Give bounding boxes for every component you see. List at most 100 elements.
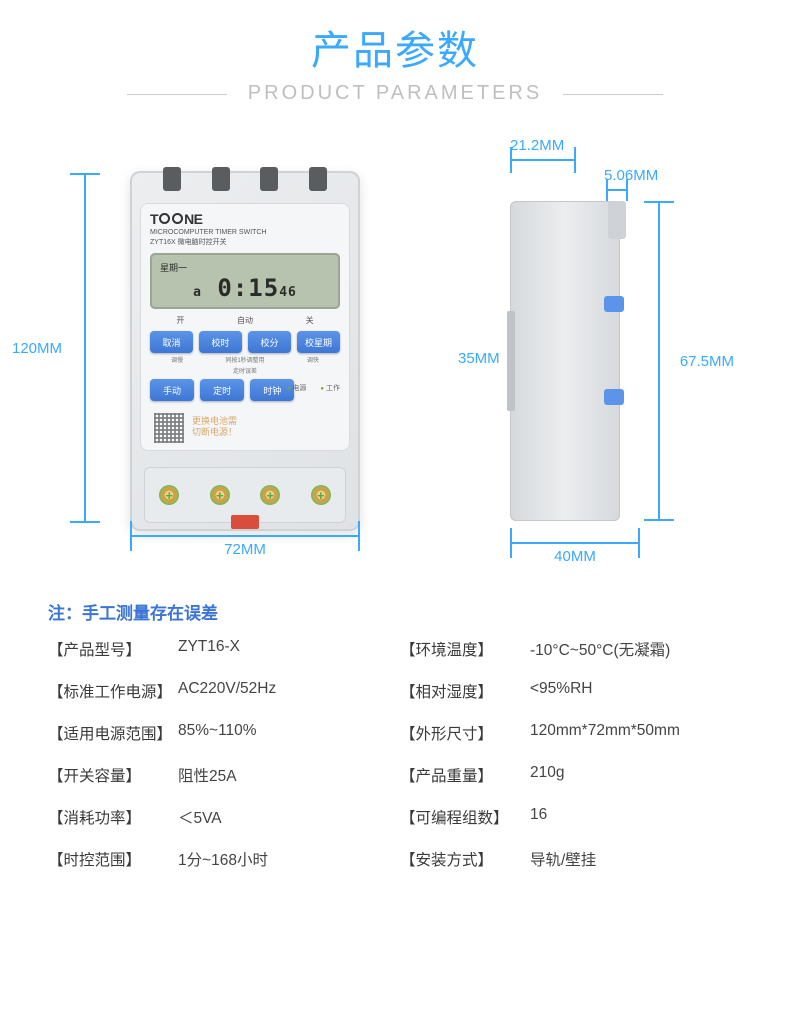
sub-brand-cn: ZYT16X 微电脑时控开关 xyxy=(150,239,227,247)
spec-value: 阻性25A xyxy=(178,764,237,786)
screw-icon xyxy=(159,485,179,505)
warning-text: 更换电池需 切断电源！ xyxy=(192,416,237,439)
spec-label: 适用电源范围 xyxy=(48,722,178,744)
qr-code xyxy=(154,413,184,443)
spec-value: 1分~168小时 xyxy=(178,848,268,870)
spec-label: 外形尺寸 xyxy=(400,722,530,744)
btn-cancel: 取消 xyxy=(150,331,193,353)
spec-row: 标准工作电源AC220V/52Hz xyxy=(48,680,390,702)
spec-row: 安装方式导轨/壁挂 xyxy=(400,848,742,870)
spec-label: 产品型号 xyxy=(48,638,178,660)
spec-row: 产品重量210g xyxy=(400,764,742,786)
side-view: 21.2MM 5.06MM 35MM 67.5MM 40MM xyxy=(410,123,740,583)
button-row-1: 取消 校时 校分 校星期 xyxy=(150,331,340,353)
side-button xyxy=(604,296,624,312)
dim-width-front: 72MM xyxy=(130,535,360,565)
spec-value: ZYT16-X xyxy=(178,638,240,660)
button-row-2: 手动 定时 时钟 xyxy=(150,379,294,401)
dim-top1: 21.2MM xyxy=(510,137,620,154)
measurement-note: 注：手工测量存在误差 xyxy=(48,599,742,624)
side-rail-clip xyxy=(507,311,515,411)
led-power: 电源 xyxy=(287,383,307,393)
btn-timer: 定时 xyxy=(200,379,244,401)
dim-height-side-label: 67.5MM xyxy=(680,353,734,370)
release-tab xyxy=(231,515,259,529)
lcd-time: a 0:1546 xyxy=(193,274,297,302)
mode-auto: 自动 xyxy=(237,315,253,326)
sub-brand-en: MICROCOMPUTER TIMER SWITCH xyxy=(150,229,267,237)
spec-row: 可编程组数16 xyxy=(400,806,742,828)
dim-height-side: 67.5MM xyxy=(680,201,734,521)
screw-icon xyxy=(311,485,331,505)
device-front: TNE MICROCOMPUTER TIMER SWITCH ZYT16X 微电… xyxy=(130,171,360,531)
dim-top1-label: 21.2MM xyxy=(510,137,564,154)
spec-row: 适用电源范围85%~110% xyxy=(48,722,390,744)
spec-value: 85%~110% xyxy=(178,722,257,744)
dim-width-side: 40MM xyxy=(510,542,640,565)
side-button xyxy=(604,389,624,405)
spec-value: ＜5VA xyxy=(178,806,222,828)
btn-week: 校星期 xyxy=(297,331,340,353)
spec-grid: 产品型号ZYT16-X 环境温度-10°C~50°C(无凝霜) 标准工作电源AC22… xyxy=(48,638,742,870)
deco-line-left xyxy=(127,94,227,95)
title-cn: 产品参数 xyxy=(0,18,790,76)
warn1: 更换电池需 xyxy=(192,416,237,428)
led-work: 工作 xyxy=(320,383,340,393)
brand-logo: TNE xyxy=(150,211,340,227)
dim-side-mid: 35MM xyxy=(458,283,500,433)
spec-row: 环境温度-10°C~50°C(无凝霜) xyxy=(400,638,742,660)
specs-section: 注：手工测量存在误差 产品型号ZYT16-X 环境温度-10°C~50°C(无凝霜… xyxy=(0,593,790,900)
lcd-time-main: 0:15 xyxy=(217,274,279,302)
hint2: 走时误差 xyxy=(233,366,257,375)
btn-min: 校分 xyxy=(248,331,291,353)
spec-label: 消耗功率 xyxy=(48,806,178,828)
terminals-top xyxy=(148,167,342,191)
spec-row: 外形尺寸120mm*72mm*50mm xyxy=(400,722,742,744)
spec-label: 标准工作电源 xyxy=(48,680,178,702)
spec-label: 安装方式 xyxy=(400,848,530,870)
dim-height-front: 120MM xyxy=(58,173,62,523)
lcd-sec: 46 xyxy=(279,285,297,300)
device-face: TNE MICROCOMPUTER TIMER SWITCH ZYT16X 微电… xyxy=(140,203,350,451)
spec-row: 开关容量阻性25A xyxy=(48,764,390,786)
spec-label: 时控范围 xyxy=(48,848,178,870)
spec-row: 相对湿度<95%RH xyxy=(400,680,742,702)
spec-label: 环境温度 xyxy=(400,638,530,660)
spec-value: 120mm*72mm*50mm xyxy=(530,722,680,744)
btn-hour: 校时 xyxy=(199,331,242,353)
deco-line-right xyxy=(563,94,663,95)
spec-row: 时控范围1分~168小时 xyxy=(48,848,390,870)
dim-height-front-label: 120MM xyxy=(12,340,62,357)
dim-top2-label: 5.06MM xyxy=(604,167,658,184)
mode-on: 开 xyxy=(176,315,184,326)
spec-label: 可编程组数 xyxy=(400,806,530,828)
screw-icon xyxy=(210,485,230,505)
diagrams: 120MM TNE MICROCOMPUTER TIMER SWITCH ZYT… xyxy=(0,113,790,593)
spec-row: 消耗功率＜5VA xyxy=(48,806,390,828)
dim-top2: 5.06MM xyxy=(604,167,658,184)
spec-value: <95%RH xyxy=(530,680,592,702)
spec-value: 导轨/壁挂 xyxy=(530,848,596,870)
dim-side-mid-label: 35MM xyxy=(458,350,500,367)
warn2: 切断电源！ xyxy=(192,427,237,439)
lcd-day: 星期一 xyxy=(160,261,187,274)
spec-value: 210g xyxy=(530,764,564,786)
dim-width-front-label: 72MM xyxy=(130,541,360,558)
lcd-screen: 星期一 a 0:1546 xyxy=(150,253,340,309)
hint-mid: 同按1秒调整用 xyxy=(225,355,264,364)
side-top-tab xyxy=(608,201,626,239)
spec-label: 产品重量 xyxy=(400,764,530,786)
device-side xyxy=(510,201,620,521)
spec-label: 相对湿度 xyxy=(400,680,530,702)
lcd-a: a xyxy=(193,285,202,300)
sub-brand-cn-row: ZYT16X 微电脑时控开关 xyxy=(150,239,340,247)
terminal-block xyxy=(144,467,346,523)
spec-value: 16 xyxy=(530,806,547,828)
title-en: PRODUCT PARAMETERS xyxy=(248,82,542,104)
subtitle-wrap: PRODUCT PARAMETERS xyxy=(0,82,790,105)
hint-slow: 调慢 xyxy=(171,355,183,364)
mode-off: 关 xyxy=(306,315,314,326)
header: 产品参数 PRODUCT PARAMETERS xyxy=(0,0,790,113)
spec-value: AC220V/52Hz xyxy=(178,680,276,702)
mode-row: 开 自动 关 xyxy=(150,315,340,326)
